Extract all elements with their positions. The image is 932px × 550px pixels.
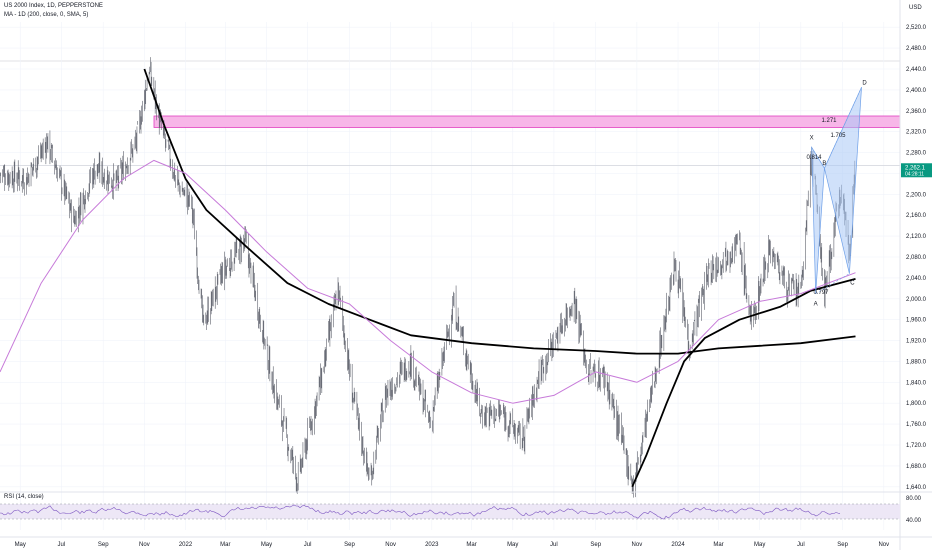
y-tick-label: 2,360.0 (906, 109, 927, 115)
price-tag-value: 2,262.1 (905, 165, 926, 171)
x-axis: May Jul Sep Nov 2022 Mar May Jul Sep Nov 2023 Mar Ma… (0, 536, 932, 548)
pattern-point-label: A (814, 302, 818, 308)
x-tick-label: Nov (139, 542, 150, 548)
x-tick-label: Jul (550, 542, 558, 548)
rsi-panel: 80.00 40.00 (0, 491, 932, 524)
ma-line-3 (0, 159, 856, 404)
x-tick-label: Nov (385, 542, 396, 548)
pattern-ac (815, 273, 850, 294)
x-tick-label: Sep (98, 542, 109, 548)
pattern-point-label: D (862, 80, 867, 86)
x-tick-label: Sep (837, 542, 848, 548)
currency-label[interactable]: USD (909, 5, 922, 11)
chart-title: US 2000 Index, 1D, PEPPERSTONE (4, 3, 103, 9)
x-tick-label: 2022 (179, 542, 193, 548)
y-tick-label: 1,720.0 (906, 443, 927, 449)
x-tick-label: May (507, 542, 518, 548)
rsi-line (0, 504, 841, 520)
x-tick-label: Mar (713, 542, 723, 548)
resistance-zone (153, 115, 901, 128)
pattern-bd (824, 87, 862, 169)
y-tick-label: 2,520.0 (906, 25, 927, 31)
y-tick-label: 1,840.0 (906, 380, 927, 386)
y-tick-label: 1,800.0 (906, 401, 927, 407)
x-tick-label: Jul (304, 542, 312, 548)
y-tick-label: 2,280.0 (906, 151, 927, 157)
y-tick-label: 2,480.0 (906, 46, 927, 52)
x-tick-label: 2023 (425, 542, 439, 548)
pattern-ratio-label: 0.814 (806, 155, 822, 161)
pattern-point-label: C (850, 281, 855, 287)
x-tick-label: Mar (466, 542, 476, 548)
x-tick-label: Nov (878, 542, 889, 548)
x-tick-label: 2024 (671, 542, 685, 548)
x-tick-label: Jul (58, 542, 66, 548)
pattern-ratio-label: 1.705 (830, 133, 846, 139)
pattern-point-label: B (822, 161, 826, 167)
rsi-band (0, 504, 900, 519)
x-tick-label: Sep (590, 542, 601, 548)
x-tick-label: May (261, 542, 272, 548)
ma-line-2 (631, 278, 856, 488)
pattern-point-label: X (810, 135, 814, 141)
harmonic-pattern: X A B C D 0.814 0.797 1.271 1.705 (806, 80, 867, 307)
x-tick-label: Mar (220, 542, 230, 548)
x-tick-label: Sep (344, 542, 355, 548)
y-tick-label: 2,200.0 (906, 192, 927, 198)
price-tag-time: 04:28:11 (905, 171, 924, 177)
pattern-xb (811, 147, 825, 169)
y-tick-label: 1,920.0 (906, 339, 927, 345)
y-tick-label: 2,400.0 (906, 88, 927, 94)
x-tick-label: May (15, 542, 26, 548)
y-tick-label: 2,080.0 (906, 255, 927, 261)
y-tick-label: 1,960.0 (906, 318, 927, 324)
y-tick-label: 2,440.0 (906, 67, 927, 73)
indicator-label: MA - 1D (200, close, 0, SMA, 5) (4, 12, 89, 18)
ma-line-1 (143, 68, 856, 355)
y-tick-label: 2,040.0 (906, 276, 927, 282)
price-candles (0, 57, 856, 498)
x-tick-label: Jul (797, 542, 805, 548)
y-tick-label: 1,640.0 (906, 485, 927, 491)
pattern-ratio-label: 1.271 (821, 118, 837, 124)
y-tick-label: 2,000.0 (906, 297, 927, 303)
y-tick-label: 1,760.0 (906, 422, 927, 428)
y-tick-label: 2,120.0 (906, 234, 927, 240)
y-axis: 2,520.0 2,480.0 2,440.0 2,400.0 2,360.0 2,320… (899, 0, 932, 550)
y-tick-label: 2,160.0 (906, 213, 927, 219)
grid (0, 22, 900, 530)
rsi-tick-label: 40.00 (906, 518, 922, 524)
y-tick-label: 2,320.0 (906, 130, 927, 136)
price-tag (901, 163, 932, 178)
rsi-label: RSI (14, close) (4, 494, 44, 500)
rsi-tick-label: 80.00 (906, 496, 922, 502)
y-tick-label: 1,880.0 (906, 359, 927, 365)
x-tick-label: Nov (632, 542, 643, 548)
x-tick-label: May (754, 542, 765, 548)
y-tick-label: 1,680.0 (906, 464, 927, 470)
pattern-ratio-label: 0.797 (813, 290, 829, 296)
moving-averages (0, 68, 856, 488)
